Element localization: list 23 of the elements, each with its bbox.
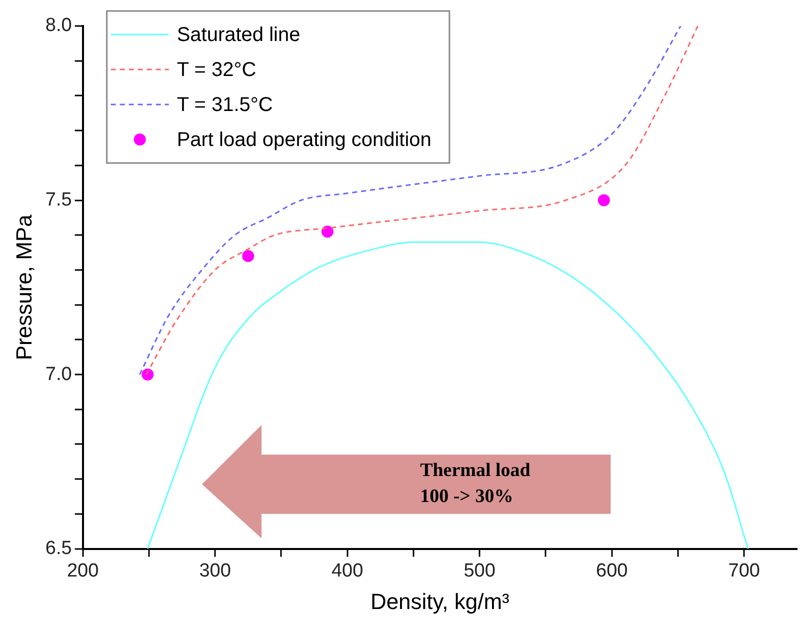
y-tick-label: 7.5 bbox=[45, 190, 72, 210]
point bbox=[321, 226, 334, 238]
line-series bbox=[146, 241, 749, 549]
y-tick-label: 7.0 bbox=[45, 364, 72, 385]
legend-label: Saturated line bbox=[176, 24, 300, 46]
legend-label: T = 31.5°C bbox=[176, 94, 273, 116]
x-axis-title: Density, kg/m³ bbox=[370, 588, 510, 614]
x-tick-label: 500 bbox=[464, 560, 496, 582]
point bbox=[142, 368, 154, 381]
legend-label: T = 32°C bbox=[176, 59, 256, 82]
y-axis-title: Pressure, MPa bbox=[11, 214, 36, 360]
x-tick-label: 400 bbox=[331, 560, 364, 582]
y-tick-label: 8.0 bbox=[45, 15, 72, 36]
point bbox=[598, 194, 610, 206]
annotation: Thermal load bbox=[420, 458, 530, 483]
annotation: 100 -> 30% bbox=[420, 484, 514, 509]
point bbox=[242, 250, 254, 262]
x-tick-label: 700 bbox=[728, 560, 760, 582]
x-tick-label: 300 bbox=[199, 560, 231, 582]
x-tick-label: 600 bbox=[596, 560, 628, 582]
legend-label: Part load operating condition bbox=[176, 129, 432, 152]
y-tick-label: 6.5 bbox=[45, 538, 72, 560]
x-tick-label: 200 bbox=[66, 560, 99, 582]
